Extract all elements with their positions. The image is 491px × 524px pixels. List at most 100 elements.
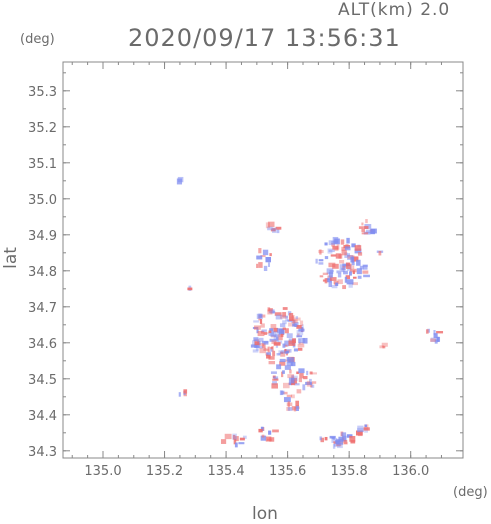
echo-cluster <box>187 285 193 291</box>
echo-pixel <box>282 312 287 317</box>
echo-pixel <box>242 435 247 439</box>
x-tick-label: 136.0 <box>392 464 429 479</box>
echo-pixel <box>256 328 259 334</box>
echo-pixel <box>238 442 245 445</box>
echo-pixel <box>363 427 370 431</box>
echo-pixel <box>297 333 300 337</box>
echo-pixel <box>315 258 318 264</box>
echo-pixel <box>250 344 258 348</box>
echo-pixel <box>280 351 286 357</box>
echo-pixel <box>299 320 304 326</box>
echo-pixel <box>268 360 276 365</box>
echo-pixel <box>280 349 286 352</box>
echo-pixel <box>268 430 272 435</box>
echo-pixel <box>319 275 324 278</box>
echo-pixel <box>306 380 311 387</box>
echo-pixel <box>335 440 340 444</box>
y-tick-label: 34.5 <box>28 373 57 388</box>
echo-pixel <box>341 432 347 437</box>
echo-pixel <box>334 238 340 245</box>
echo-cluster <box>250 307 308 366</box>
echo-pixel <box>339 259 345 264</box>
echo-pixel <box>331 240 338 245</box>
echo-pixel <box>267 309 273 315</box>
echo-pixel <box>276 364 282 370</box>
echo-pixel <box>271 340 277 344</box>
echo-pixel <box>260 323 265 328</box>
echo-pixel <box>277 334 283 341</box>
echo-pixel <box>268 356 275 360</box>
echo-pixel <box>350 256 355 263</box>
echo-pixel <box>347 255 353 260</box>
echo-pixel <box>430 337 437 342</box>
echo-pixel <box>357 425 364 428</box>
echo-pixel <box>291 406 297 411</box>
echo-pixel <box>253 337 259 342</box>
echo-pixel <box>264 346 267 349</box>
echo-pixel <box>295 400 300 407</box>
echo-pixel <box>362 270 369 274</box>
echo-pixel <box>261 434 265 438</box>
echo-pixel <box>258 337 264 342</box>
echo-pixel <box>336 438 344 445</box>
echo-pixel <box>298 328 305 332</box>
y-tick-label: 35.3 <box>28 85 57 100</box>
echo-pixel <box>434 339 438 344</box>
x-tick-label: 135.0 <box>84 464 121 479</box>
x-tick-label: 135.8 <box>331 464 368 479</box>
echo-pixel <box>365 219 368 224</box>
echo-pixel <box>284 349 287 354</box>
echo-pixel <box>258 313 262 318</box>
echo-pixel <box>358 226 364 229</box>
echo-pixel <box>296 325 302 329</box>
echo-pixel <box>361 222 364 226</box>
echo-pixel <box>356 259 361 266</box>
echo-pixel <box>220 439 227 444</box>
echo-pixel <box>282 320 287 325</box>
echo-pixel <box>284 340 290 347</box>
echo-pixel <box>274 312 282 316</box>
echo-pixel <box>433 333 438 338</box>
echo-pixel <box>342 263 350 267</box>
echo-pixel <box>296 330 304 336</box>
echo-cluster <box>283 397 300 412</box>
echo-pixel <box>234 442 238 448</box>
echo-pixel <box>296 389 302 394</box>
echo-pixel <box>177 176 184 183</box>
echo-cluster <box>220 433 247 448</box>
echo-pixel <box>286 333 293 339</box>
echo-pixel <box>278 350 281 356</box>
echo-cluster <box>315 236 370 290</box>
x-tick-label: 135.4 <box>207 464 244 479</box>
echo-pixel <box>263 265 268 272</box>
echo-pixel <box>272 381 277 385</box>
echo-pixel <box>363 274 370 278</box>
echo-pixel <box>361 228 365 232</box>
x-axis-label: lon <box>252 504 278 524</box>
echo-pixel <box>318 262 324 265</box>
echo-pixel <box>362 264 368 268</box>
echo-pixel <box>258 262 263 268</box>
echo-pixel <box>329 270 334 273</box>
echo-pixel <box>275 336 279 342</box>
echo-pixel <box>333 437 338 441</box>
echo-pixel <box>286 361 293 366</box>
echo-pixel <box>271 334 276 338</box>
echo-pixel <box>322 272 329 275</box>
echo-pixel <box>282 370 285 374</box>
echo-pixel <box>290 361 296 367</box>
echo-pixel <box>270 324 277 329</box>
echo-pixel <box>302 384 306 391</box>
echo-pixel <box>370 228 377 234</box>
echo-pixel <box>345 275 351 280</box>
echo-cluster <box>379 342 388 349</box>
echo-pixel <box>336 443 343 449</box>
echo-pixel <box>267 307 271 312</box>
echo-pixel <box>306 370 309 376</box>
echo-pixel <box>349 436 356 442</box>
echo-cluster <box>270 361 317 399</box>
echo-pixel <box>319 436 322 441</box>
echo-pixel <box>265 257 272 263</box>
echo-pixel <box>280 351 288 354</box>
echo-pixel <box>341 246 346 251</box>
